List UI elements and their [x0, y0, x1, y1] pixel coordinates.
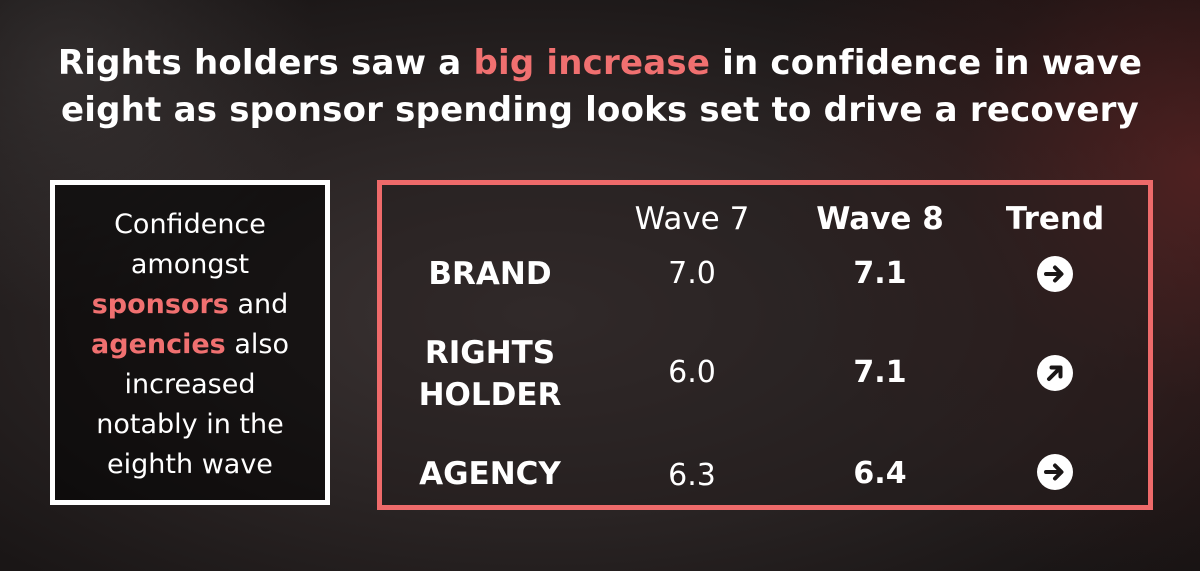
row-label-agency: AGENCY: [419, 453, 561, 495]
headline: Rights holders saw a big increase in con…: [0, 40, 1200, 134]
side-note-highlight-agencies: agencies: [91, 328, 226, 360]
headline-line-2: eight as sponsor spending looks set to d…: [61, 90, 1139, 130]
agency-wave-7-value: 6.3: [668, 458, 716, 493]
confidence-table: Wave 7 Wave 8 Trend BRAND 7.0 7.1 RIGHTS…: [377, 180, 1153, 510]
arrow-up-right-icon: [1036, 354, 1074, 392]
header-wave-7: Wave 7: [634, 201, 750, 237]
row-label-text: HOLDER: [418, 377, 562, 413]
row-label-text: BRAND: [428, 256, 552, 292]
headline-text-end: in confidence in wave: [710, 43, 1143, 83]
rights-holder-wave-8-value: 7.1: [853, 355, 907, 390]
row-label-rights-holder: RIGHTS HOLDER: [419, 332, 562, 416]
brand-wave-8-value: 7.1: [853, 256, 907, 291]
side-note-line: notably in the: [96, 408, 284, 440]
side-note-line: increased: [124, 368, 256, 400]
headline-text-start: Rights holders saw a: [57, 43, 474, 83]
rights-holder-wave-7-value: 6.0: [668, 355, 716, 390]
side-note-line: sponsors and: [91, 285, 289, 325]
header-trend: Trend: [1005, 201, 1105, 237]
row-label-brand: BRAND: [428, 253, 551, 295]
side-note-box: Confidence amongst sponsors and agencies…: [50, 180, 330, 505]
agency-wave-8-value: 6.4: [853, 456, 907, 491]
row-label-text: AGENCY: [419, 456, 561, 492]
headline-line-1: Rights holders saw a big increase in con…: [0, 40, 1200, 87]
header-wave-8: Wave 8: [816, 201, 944, 237]
headline-highlight: big increase: [473, 43, 711, 83]
brand-wave-7-value: 7.0: [668, 256, 716, 291]
arrow-right-icon: [1036, 255, 1074, 293]
arrow-right-icon: [1036, 453, 1074, 491]
side-note-text-and: and: [228, 288, 289, 320]
side-note-line: agencies also: [91, 325, 289, 365]
side-note-text: Confidence amongst sponsors and agencies…: [91, 201, 289, 485]
side-note-line: eighth wave: [107, 448, 273, 480]
side-note-highlight-sponsors: sponsors: [91, 288, 229, 320]
row-label-text: RIGHTS: [424, 335, 556, 371]
side-note-line: amongst: [130, 248, 250, 280]
side-note-text-also: also: [225, 328, 289, 360]
side-note-line: Confidence: [114, 208, 266, 240]
